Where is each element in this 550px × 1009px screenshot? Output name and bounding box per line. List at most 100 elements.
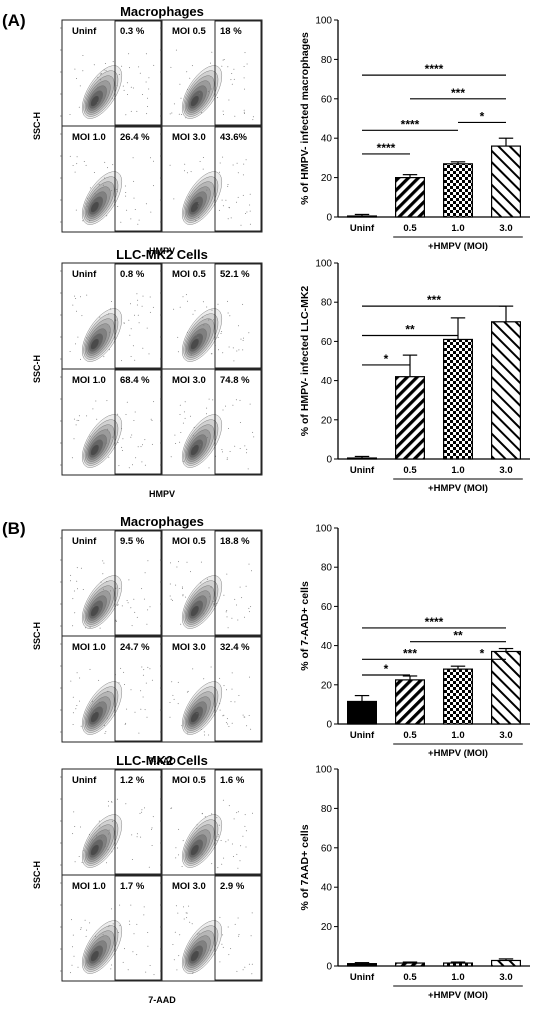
gate-rectangle bbox=[114, 263, 162, 369]
flow-gate-percent: 18 % bbox=[220, 26, 242, 37]
x-tick-label: 0.5 bbox=[403, 730, 417, 741]
gate-rectangle bbox=[214, 875, 262, 981]
bar bbox=[395, 177, 426, 218]
x-tick-label: 0.5 bbox=[403, 223, 417, 234]
flow-condition-label: Uninf bbox=[72, 775, 97, 786]
bar-chart: 0 20 40 60 80 100 % of 7AAD+ cells Uninf 0.5 1.0 3… bbox=[299, 765, 530, 1001]
x-tick-label: 1.0 bbox=[451, 972, 464, 983]
flow-plot: MOI 3.0 2.9 % bbox=[160, 874, 263, 982]
y-tick-label: 80 bbox=[321, 563, 333, 574]
flow-gate-percent: 1.6 % bbox=[220, 775, 245, 786]
y-tick-label: 100 bbox=[315, 16, 332, 27]
flow-gate-percent: 1.2 % bbox=[120, 775, 145, 786]
section-label: (B) bbox=[2, 519, 26, 538]
flow-plot: Uninf 1.2 % bbox=[60, 768, 163, 876]
scatter-events bbox=[172, 905, 253, 975]
y-axis-label: % of 7AAD+ cells bbox=[299, 824, 311, 910]
x-tick-label: 3.0 bbox=[499, 730, 512, 741]
x-tick-label: 3.0 bbox=[499, 465, 512, 476]
flow-condition-label: Uninf bbox=[72, 269, 97, 280]
flow-plot: MOI 0.5 52.1 % bbox=[160, 262, 263, 370]
y-tick-label: 20 bbox=[321, 922, 333, 933]
x-tick-label: 1.0 bbox=[451, 730, 464, 741]
flow-gate-percent: 1.7 % bbox=[120, 881, 145, 892]
contour-density bbox=[181, 65, 223, 119]
y-tick-label: 40 bbox=[321, 883, 333, 894]
flow-condition-label: MOI 0.5 bbox=[172, 26, 207, 37]
x-tick-label: Uninf bbox=[350, 465, 375, 476]
scatter-events bbox=[70, 666, 153, 734]
flow-x-axis-label: HMPV bbox=[149, 246, 175, 256]
significance-label: * bbox=[480, 109, 485, 123]
contour-density bbox=[181, 681, 223, 735]
y-tick-label: 80 bbox=[321, 298, 333, 309]
significance-label: **** bbox=[425, 615, 444, 629]
flow-condition-label: MOI 1.0 bbox=[72, 132, 106, 143]
y-tick-label: 100 bbox=[315, 765, 332, 776]
bar bbox=[443, 338, 474, 460]
flow-condition-label: MOI 1.0 bbox=[72, 881, 106, 892]
contour-density bbox=[81, 65, 123, 119]
flow-condition-label: MOI 3.0 bbox=[172, 881, 206, 892]
gate-rectangle bbox=[214, 530, 262, 636]
x-tick-label: Uninf bbox=[350, 730, 375, 741]
flow-plot: Uninf 0.3 % bbox=[60, 19, 163, 127]
bar-chart: 0 20 40 60 80 100 % of HMPV- infected macropha… bbox=[299, 16, 530, 252]
gate-rectangle bbox=[214, 769, 262, 875]
x-tick-label: Uninf bbox=[350, 972, 375, 983]
contour-density bbox=[181, 171, 223, 225]
flow-plot: MOI 3.0 74.8 % bbox=[160, 368, 263, 476]
y-tick-label: 40 bbox=[321, 134, 333, 145]
scatter-events bbox=[169, 156, 251, 226]
flow-gate-percent: 74.8 % bbox=[220, 375, 250, 386]
contour-density bbox=[181, 575, 223, 629]
flow-gate-percent: 18.8 % bbox=[220, 536, 250, 547]
contour-density bbox=[181, 308, 223, 362]
flow-cytometry-panel: Macrophages SSC-H HMPV Uninf 0.3 % MOI 0.5 18 … bbox=[32, 4, 263, 256]
y-axis-label: % of HMPV- infected macrophages bbox=[299, 32, 311, 205]
bar bbox=[395, 679, 426, 725]
bar-chart: 0 20 40 60 80 100 % of 7-AAD+ cells Uninf 0.5 1.0… bbox=[299, 524, 530, 759]
flow-x-axis-label: 7-AAD bbox=[148, 995, 176, 1005]
flow-plot-frame bbox=[61, 368, 163, 476]
group-bracket-label: +HMPV (MOI) bbox=[428, 483, 488, 494]
flow-plot: MOI 1.0 1.7 % bbox=[60, 874, 163, 982]
bar bbox=[347, 457, 378, 460]
flow-condition-label: MOI 0.5 bbox=[172, 269, 207, 280]
flow-plot: Uninf 9.5 % bbox=[60, 529, 163, 637]
y-tick-label: 0 bbox=[326, 455, 332, 466]
y-tick-label: 20 bbox=[321, 415, 333, 426]
gate-rectangle bbox=[114, 369, 162, 475]
gate-rectangle bbox=[214, 20, 262, 126]
contour-density bbox=[81, 575, 123, 629]
flow-gate-percent: 26.4 % bbox=[120, 132, 150, 143]
x-tick-label: 3.0 bbox=[499, 223, 512, 234]
flow-condition-label: MOI 3.0 bbox=[172, 132, 206, 143]
x-tick-label: 3.0 bbox=[499, 972, 512, 983]
flow-condition-label: MOI 0.5 bbox=[172, 536, 207, 547]
gate-rectangle bbox=[114, 875, 162, 981]
scatter-events bbox=[70, 560, 151, 629]
group-bracket-label: +HMPV (MOI) bbox=[428, 241, 488, 252]
y-tick-label: 20 bbox=[321, 173, 333, 184]
flow-cytometry-panel: LLC-MK2 Cells SSC-H 7-AAD Uninf 1.2 % MOI 0.5… bbox=[32, 753, 263, 1005]
scatter-events bbox=[70, 904, 155, 976]
y-tick-label: 0 bbox=[326, 962, 332, 973]
x-tick-label: 0.5 bbox=[403, 465, 417, 476]
section-label: (A) bbox=[2, 11, 26, 30]
flow-cytometry-panel: LLC-MK2 Cells SSC-H HMPV Uninf 0.8 % MOI 0.5 5… bbox=[32, 247, 263, 499]
scatter-events bbox=[71, 400, 155, 469]
gate-rectangle bbox=[114, 769, 162, 875]
group-bracket-label: +HMPV (MOI) bbox=[428, 748, 488, 759]
bar bbox=[443, 962, 474, 967]
contour-density bbox=[81, 171, 123, 225]
gate-rectangle bbox=[114, 20, 162, 126]
scatter-events bbox=[170, 398, 255, 470]
flow-plot: MOI 1.0 24.7 % bbox=[60, 635, 163, 743]
bar bbox=[395, 962, 426, 967]
flow-condition-label: Uninf bbox=[72, 26, 97, 37]
y-axis-label: % of HMPV- infected LLC-MK2 bbox=[299, 286, 311, 437]
significance-label: * bbox=[384, 352, 389, 366]
significance-label: *** bbox=[427, 293, 441, 307]
scatter-events bbox=[173, 294, 250, 362]
